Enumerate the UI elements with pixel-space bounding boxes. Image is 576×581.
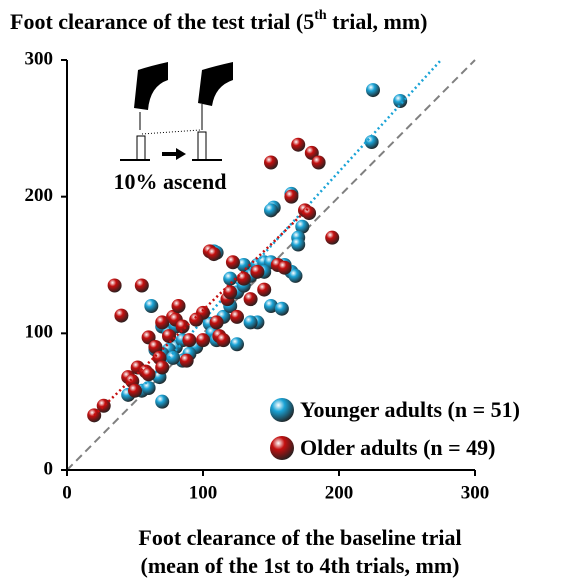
legend-marker	[270, 436, 294, 460]
point	[225, 255, 240, 270]
point	[277, 260, 292, 275]
point	[284, 189, 299, 204]
x-tick-label: 0	[62, 482, 72, 503]
chart-title: Foot clearance of the test trial (5th tr…	[10, 8, 427, 34]
point	[162, 329, 176, 344]
point	[311, 155, 326, 170]
annotation: 10% ascend	[113, 169, 226, 194]
point	[243, 315, 258, 330]
point	[144, 299, 159, 313]
point	[107, 278, 122, 293]
point	[216, 333, 231, 348]
point	[291, 237, 306, 252]
x-tick-label: 300	[461, 482, 490, 503]
point	[250, 264, 265, 279]
point	[179, 353, 194, 368]
point	[155, 360, 170, 375]
point	[288, 268, 303, 283]
point	[364, 135, 379, 149]
point	[264, 299, 278, 313]
x-tick-label: 200	[325, 482, 354, 503]
point	[230, 337, 244, 352]
point	[148, 340, 163, 354]
y-tick-label: 0	[44, 458, 54, 479]
point	[141, 381, 156, 395]
point	[274, 301, 289, 316]
point	[175, 319, 190, 334]
point	[166, 350, 181, 365]
point	[189, 312, 204, 327]
legend-label: Older adults (n = 49)	[300, 435, 496, 460]
title-sup: th	[314, 8, 327, 23]
point	[230, 309, 244, 324]
legend-label: Younger adults (n = 51)	[300, 397, 520, 422]
point	[264, 155, 278, 170]
point	[243, 292, 258, 307]
x-axis-label: Foot clearance of the baseline trial	[138, 525, 461, 550]
title-part: trial, mm)	[327, 9, 428, 34]
point	[325, 230, 340, 245]
point	[182, 333, 197, 348]
point	[114, 308, 129, 323]
point	[196, 333, 210, 348]
inset-diagram	[120, 62, 233, 161]
point	[291, 137, 306, 152]
point	[393, 94, 408, 108]
point	[206, 247, 221, 262]
point	[264, 203, 278, 218]
point	[141, 367, 156, 382]
point	[366, 83, 380, 98]
point	[155, 394, 170, 409]
point	[257, 282, 272, 297]
point	[236, 271, 251, 286]
y-tick-label: 100	[25, 322, 54, 343]
y-tick-label: 300	[25, 48, 54, 69]
point	[155, 315, 170, 330]
point	[128, 383, 142, 398]
point	[223, 285, 238, 300]
point	[223, 271, 238, 286]
point	[209, 315, 224, 330]
point	[134, 278, 149, 293]
y-tick-label: 200	[25, 185, 54, 206]
point	[171, 299, 186, 313]
x-tick-label: 100	[189, 482, 218, 503]
legend-marker	[270, 398, 294, 422]
point	[96, 398, 111, 413]
x-axis-label: (mean of the 1st to 4th trials, mm)	[141, 553, 460, 578]
point	[302, 206, 317, 221]
title-part: Foot clearance of the test trial (5	[10, 9, 314, 34]
point	[295, 219, 310, 234]
point	[236, 258, 251, 272]
